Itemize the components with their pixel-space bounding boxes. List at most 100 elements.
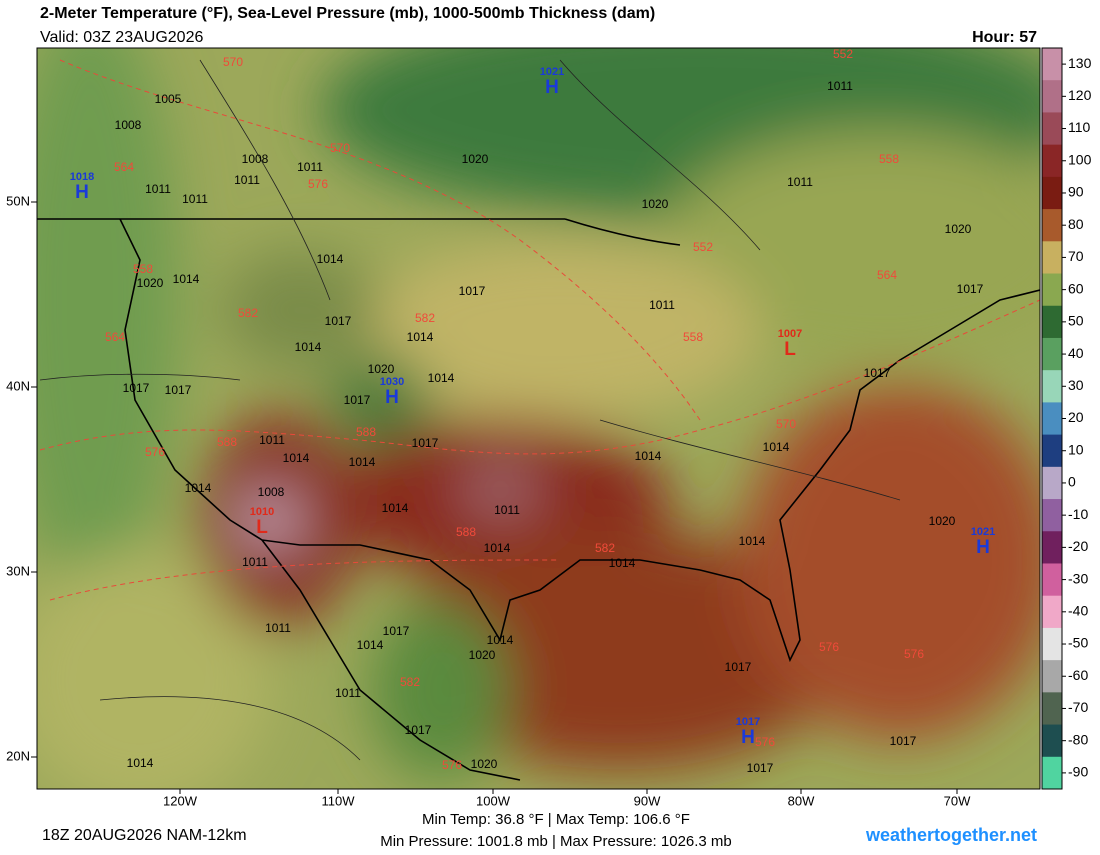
colorbar-label: 100 — [1068, 151, 1092, 167]
isobar-label: 1017 — [864, 366, 891, 380]
isobar-label: 1017 — [957, 282, 984, 296]
thickness-label: 582 — [400, 675, 420, 689]
isobars — [39, 59, 901, 761]
colorbar-label: -50 — [1068, 635, 1088, 651]
isobar-label: 1014 — [317, 252, 344, 266]
isobar-label: 1017 — [325, 314, 352, 328]
thickness-label: 558 — [133, 262, 153, 276]
lon-label: 70W — [944, 793, 971, 808]
pressure-center-symbol: H — [976, 537, 990, 558]
thickness-label: 570 — [776, 417, 796, 431]
isobar-label: 1020 — [462, 152, 489, 166]
isobar-label: 1020 — [642, 197, 669, 211]
isobar-label: 1017 — [747, 761, 774, 775]
isobar-label: 1011 — [182, 192, 208, 206]
colorbar-label: -30 — [1068, 570, 1088, 586]
isobar-label: 1011 — [787, 175, 813, 189]
colorbar-label: -70 — [1068, 699, 1088, 715]
model-run: 18Z 20AUG2026 NAM-12km — [42, 827, 247, 844]
thickness-label: 570 — [223, 55, 243, 69]
isobar-label: 1017 — [725, 660, 752, 674]
isobar-label: 1011 — [335, 686, 361, 700]
pressure-center-symbol: L — [256, 517, 268, 538]
lon-label: 100W — [476, 793, 511, 808]
isobar-label: 1014 — [487, 633, 514, 647]
site-link[interactable]: weathertogether.net — [865, 825, 1037, 845]
colorbar-label: 130 — [1068, 55, 1092, 71]
colorbar-swatch — [1042, 434, 1062, 468]
colorbar-swatch — [1042, 724, 1062, 758]
lon-label: 90W — [634, 793, 661, 808]
thickness-contours — [39, 59, 1040, 601]
isobar-label: 1014 — [357, 638, 384, 652]
isobar-label: 1014 — [609, 556, 636, 570]
isobar-label: 1014 — [739, 534, 766, 548]
temp-range: Min Temp: 36.8 °F | Max Temp: 106.6 °F — [422, 811, 690, 828]
colorbar-label: 80 — [1068, 216, 1084, 232]
isobar-label: 1014 — [407, 330, 434, 344]
colorbar-swatch — [1042, 531, 1062, 564]
colorbar-label: 0 — [1068, 474, 1076, 490]
thickness-label: 576 — [904, 647, 924, 661]
colorbar-swatch — [1042, 402, 1062, 436]
isobar-label: 1014 — [428, 371, 455, 385]
colorbar-label: -20 — [1068, 538, 1088, 554]
colorbar-swatch — [1042, 112, 1062, 146]
lat-label: 40N — [6, 378, 30, 393]
colorbar-label: 40 — [1068, 345, 1084, 361]
pressure-center-symbol: H — [545, 77, 559, 98]
axis-labels: 50N 40N 30N 20N 120W 110W 100W 90W 80W 70W — [6, 193, 971, 808]
lat-label: 50N — [6, 193, 30, 208]
thickness-label: 588 — [356, 425, 376, 439]
map-frame — [36, 47, 1041, 790]
colorbar-swatch — [1042, 241, 1062, 275]
isobar-label: 1017 — [344, 393, 371, 407]
colorbar-swatch — [1042, 144, 1062, 178]
map-area: 1021H1018H1030H1010L1007L1021H1017H10051… — [37, 47, 1040, 789]
isobar-label: 1020 — [945, 222, 972, 236]
isobar-label: 1014 — [173, 272, 200, 286]
colorbar-label: 70 — [1068, 248, 1084, 264]
isobar-label: 1011 — [827, 79, 853, 93]
thickness-label: 564 — [114, 160, 134, 174]
thickness-label: 576 — [442, 758, 462, 772]
isobar-label: 1014 — [283, 451, 310, 465]
colorbar-swatch — [1042, 627, 1062, 661]
isobar-label: 1011 — [265, 621, 291, 635]
temperature-field — [37, 48, 1040, 789]
lon-label: 80W — [788, 793, 815, 808]
isobar-label: 1017 — [165, 383, 192, 397]
colorbar-label: -40 — [1068, 603, 1088, 619]
pressure-center-symbol: H — [741, 727, 755, 748]
thickness-label: 588 — [217, 435, 237, 449]
isobar-label: 1017 — [890, 734, 917, 748]
thickness-label: 582 — [415, 311, 435, 325]
thickness-label: 576 — [308, 177, 328, 191]
thickness-label: 564 — [877, 268, 897, 282]
colorbar-swatch — [1042, 273, 1062, 307]
pressure-center-value: 1017 — [736, 716, 760, 728]
isobar-label: 1011 — [494, 503, 520, 517]
thickness-label: 552 — [833, 47, 853, 61]
thickness-label: 552 — [693, 240, 713, 254]
colorbar-swatch — [1042, 305, 1062, 339]
thickness-label: 582 — [595, 541, 615, 555]
forecast-hour: Hour: 57 — [972, 29, 1037, 46]
pressure-center-symbol: H — [75, 182, 89, 203]
isobar-label: 1008 — [242, 152, 269, 166]
colorbar-swatch — [1042, 756, 1062, 790]
isobar-label: 1011 — [242, 555, 268, 569]
isobar-label: 1005 — [155, 92, 182, 106]
colorbar-label: 120 — [1068, 87, 1092, 103]
isobar-label: 1011 — [297, 160, 323, 174]
colorbar-swatch — [1042, 660, 1062, 693]
colorbar-label: 90 — [1068, 184, 1084, 200]
lat-label: 30N — [6, 563, 30, 578]
isobar-label: 1011 — [145, 182, 171, 196]
colorbar-swatch — [1042, 563, 1062, 597]
isobar-label: 1014 — [349, 455, 376, 469]
colorbar-label: 110 — [1068, 119, 1091, 135]
isobar-label: 1008 — [115, 118, 142, 132]
isobar-label: 1014 — [185, 481, 212, 495]
